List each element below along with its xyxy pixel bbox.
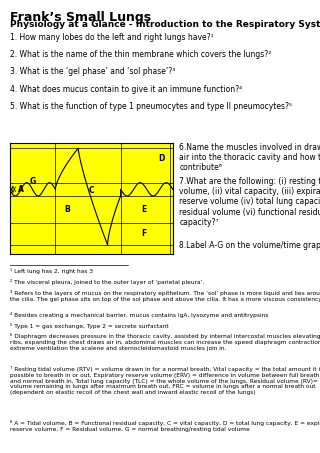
Text: ⁸ A = Tidal volume, B = Functional residual capacity, C = vital capacity, D = to: ⁸ A = Tidal volume, B = Functional resid… bbox=[10, 420, 320, 432]
Text: ⁷ Resting tidal volume (RTV) = volume drawn in for a normal breath, Vital capaci: ⁷ Resting tidal volume (RTV) = volume dr… bbox=[10, 366, 320, 395]
Text: 2. What is the name of the thin membrane which covers the lungs?²: 2. What is the name of the thin membrane… bbox=[10, 50, 271, 59]
Text: 8.Label A-G on the volume/time graph⁸: 8.Label A-G on the volume/time graph⁸ bbox=[179, 241, 320, 250]
Text: Physiology at a Glance - Introduction to the Respiratory System: Physiology at a Glance - Introduction to… bbox=[10, 20, 320, 29]
Text: ⁶ Diaphragm decreases pressure in the thoracic cavity, assisted by internal inte: ⁶ Diaphragm decreases pressure in the th… bbox=[10, 333, 320, 351]
Text: ¹ Left lung has 2, right has 3: ¹ Left lung has 2, right has 3 bbox=[10, 268, 92, 274]
Text: 7.What are the following: (i) resting tidal
volume, (ii) vital capacity, (iii) e: 7.What are the following: (i) resting ti… bbox=[179, 177, 320, 227]
Text: ³ Refers to the layers of mucus on the respiratory epithelium. The ‘sol’ phase i: ³ Refers to the layers of mucus on the r… bbox=[10, 290, 320, 302]
Text: E: E bbox=[141, 205, 146, 214]
Text: 3. What is the ‘gel phase’ and ‘sol phase’?³: 3. What is the ‘gel phase’ and ‘sol phas… bbox=[10, 67, 175, 77]
Text: ² The visceral pleura, joined to the outer layer of ‘parietal pleura’.: ² The visceral pleura, joined to the out… bbox=[10, 279, 204, 285]
Text: 1. How many lobes do the left and right lungs have?¹: 1. How many lobes do the left and right … bbox=[10, 33, 213, 42]
Text: C: C bbox=[88, 187, 94, 196]
Text: Frank’s Small Lungs: Frank’s Small Lungs bbox=[10, 11, 151, 24]
Text: B: B bbox=[64, 205, 69, 214]
Text: A: A bbox=[18, 185, 24, 194]
Text: ⁵ Type 1 = gas exchange, Type 2 = secrete surfactant: ⁵ Type 1 = gas exchange, Type 2 = secret… bbox=[10, 323, 168, 328]
Text: 6.Name the muscles involved in drawing
air into the thoracic cavity and how they: 6.Name the muscles involved in drawing a… bbox=[179, 143, 320, 173]
Text: ⁴ Besides creating a mechanical barrier, mucus contains IgA, lysozyme and antitr: ⁴ Besides creating a mechanical barrier,… bbox=[10, 312, 268, 318]
Text: F: F bbox=[141, 229, 146, 238]
Text: D: D bbox=[158, 154, 165, 163]
Text: 4. What does mucus contain to give it an immune function?⁴: 4. What does mucus contain to give it an… bbox=[10, 85, 242, 94]
Text: G: G bbox=[29, 177, 36, 186]
Text: 5. What is the function of type 1 pneumocytes and type II pneumocytes?⁵: 5. What is the function of type 1 pneumo… bbox=[10, 102, 292, 111]
